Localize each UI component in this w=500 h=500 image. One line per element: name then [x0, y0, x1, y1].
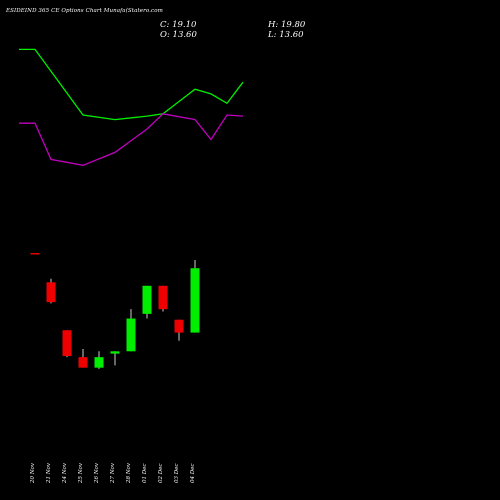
x-tick-label: 03 Dec: [174, 464, 180, 484]
candle-body: [174, 319, 184, 333]
x-tick-label: 21 Nov: [46, 462, 52, 484]
x-tick-label: 28 Nov: [126, 462, 132, 484]
open-value: O: 13.60: [160, 30, 197, 40]
candle-body: [126, 318, 136, 352]
candle-body: [78, 357, 88, 368]
candle-body: [94, 357, 104, 368]
x-tick-label: 02 Dec: [158, 464, 164, 484]
low-value: L: 13.60: [268, 30, 304, 40]
overlay-line-1: [19, 48, 244, 121]
x-tick-label: 04 Dec: [190, 464, 196, 484]
candle-body: [142, 285, 152, 314]
high-value: H: 19.80: [268, 20, 306, 30]
x-tick-label: 25 Nov: [78, 462, 84, 484]
candle-body: [46, 282, 56, 303]
candle-body: [110, 351, 120, 354]
chart-title: ESIDEIND 365 CE Options Chart Munafa(Sta…: [6, 8, 163, 14]
candle-body: [190, 268, 200, 333]
x-tick-label: 20 Nov: [30, 462, 36, 484]
overlay-line-2: [19, 113, 244, 166]
candle-body: [62, 330, 72, 356]
candle-body: [158, 285, 168, 310]
x-tick-label: 27 Nov: [110, 462, 116, 484]
close-value: C: 19.10: [160, 20, 197, 30]
x-tick-label: 01 Dec: [142, 464, 148, 484]
candle-body: [30, 253, 40, 255]
x-tick-label: 24 Nov: [62, 462, 68, 484]
x-tick-label: 26 Nov: [94, 462, 100, 484]
